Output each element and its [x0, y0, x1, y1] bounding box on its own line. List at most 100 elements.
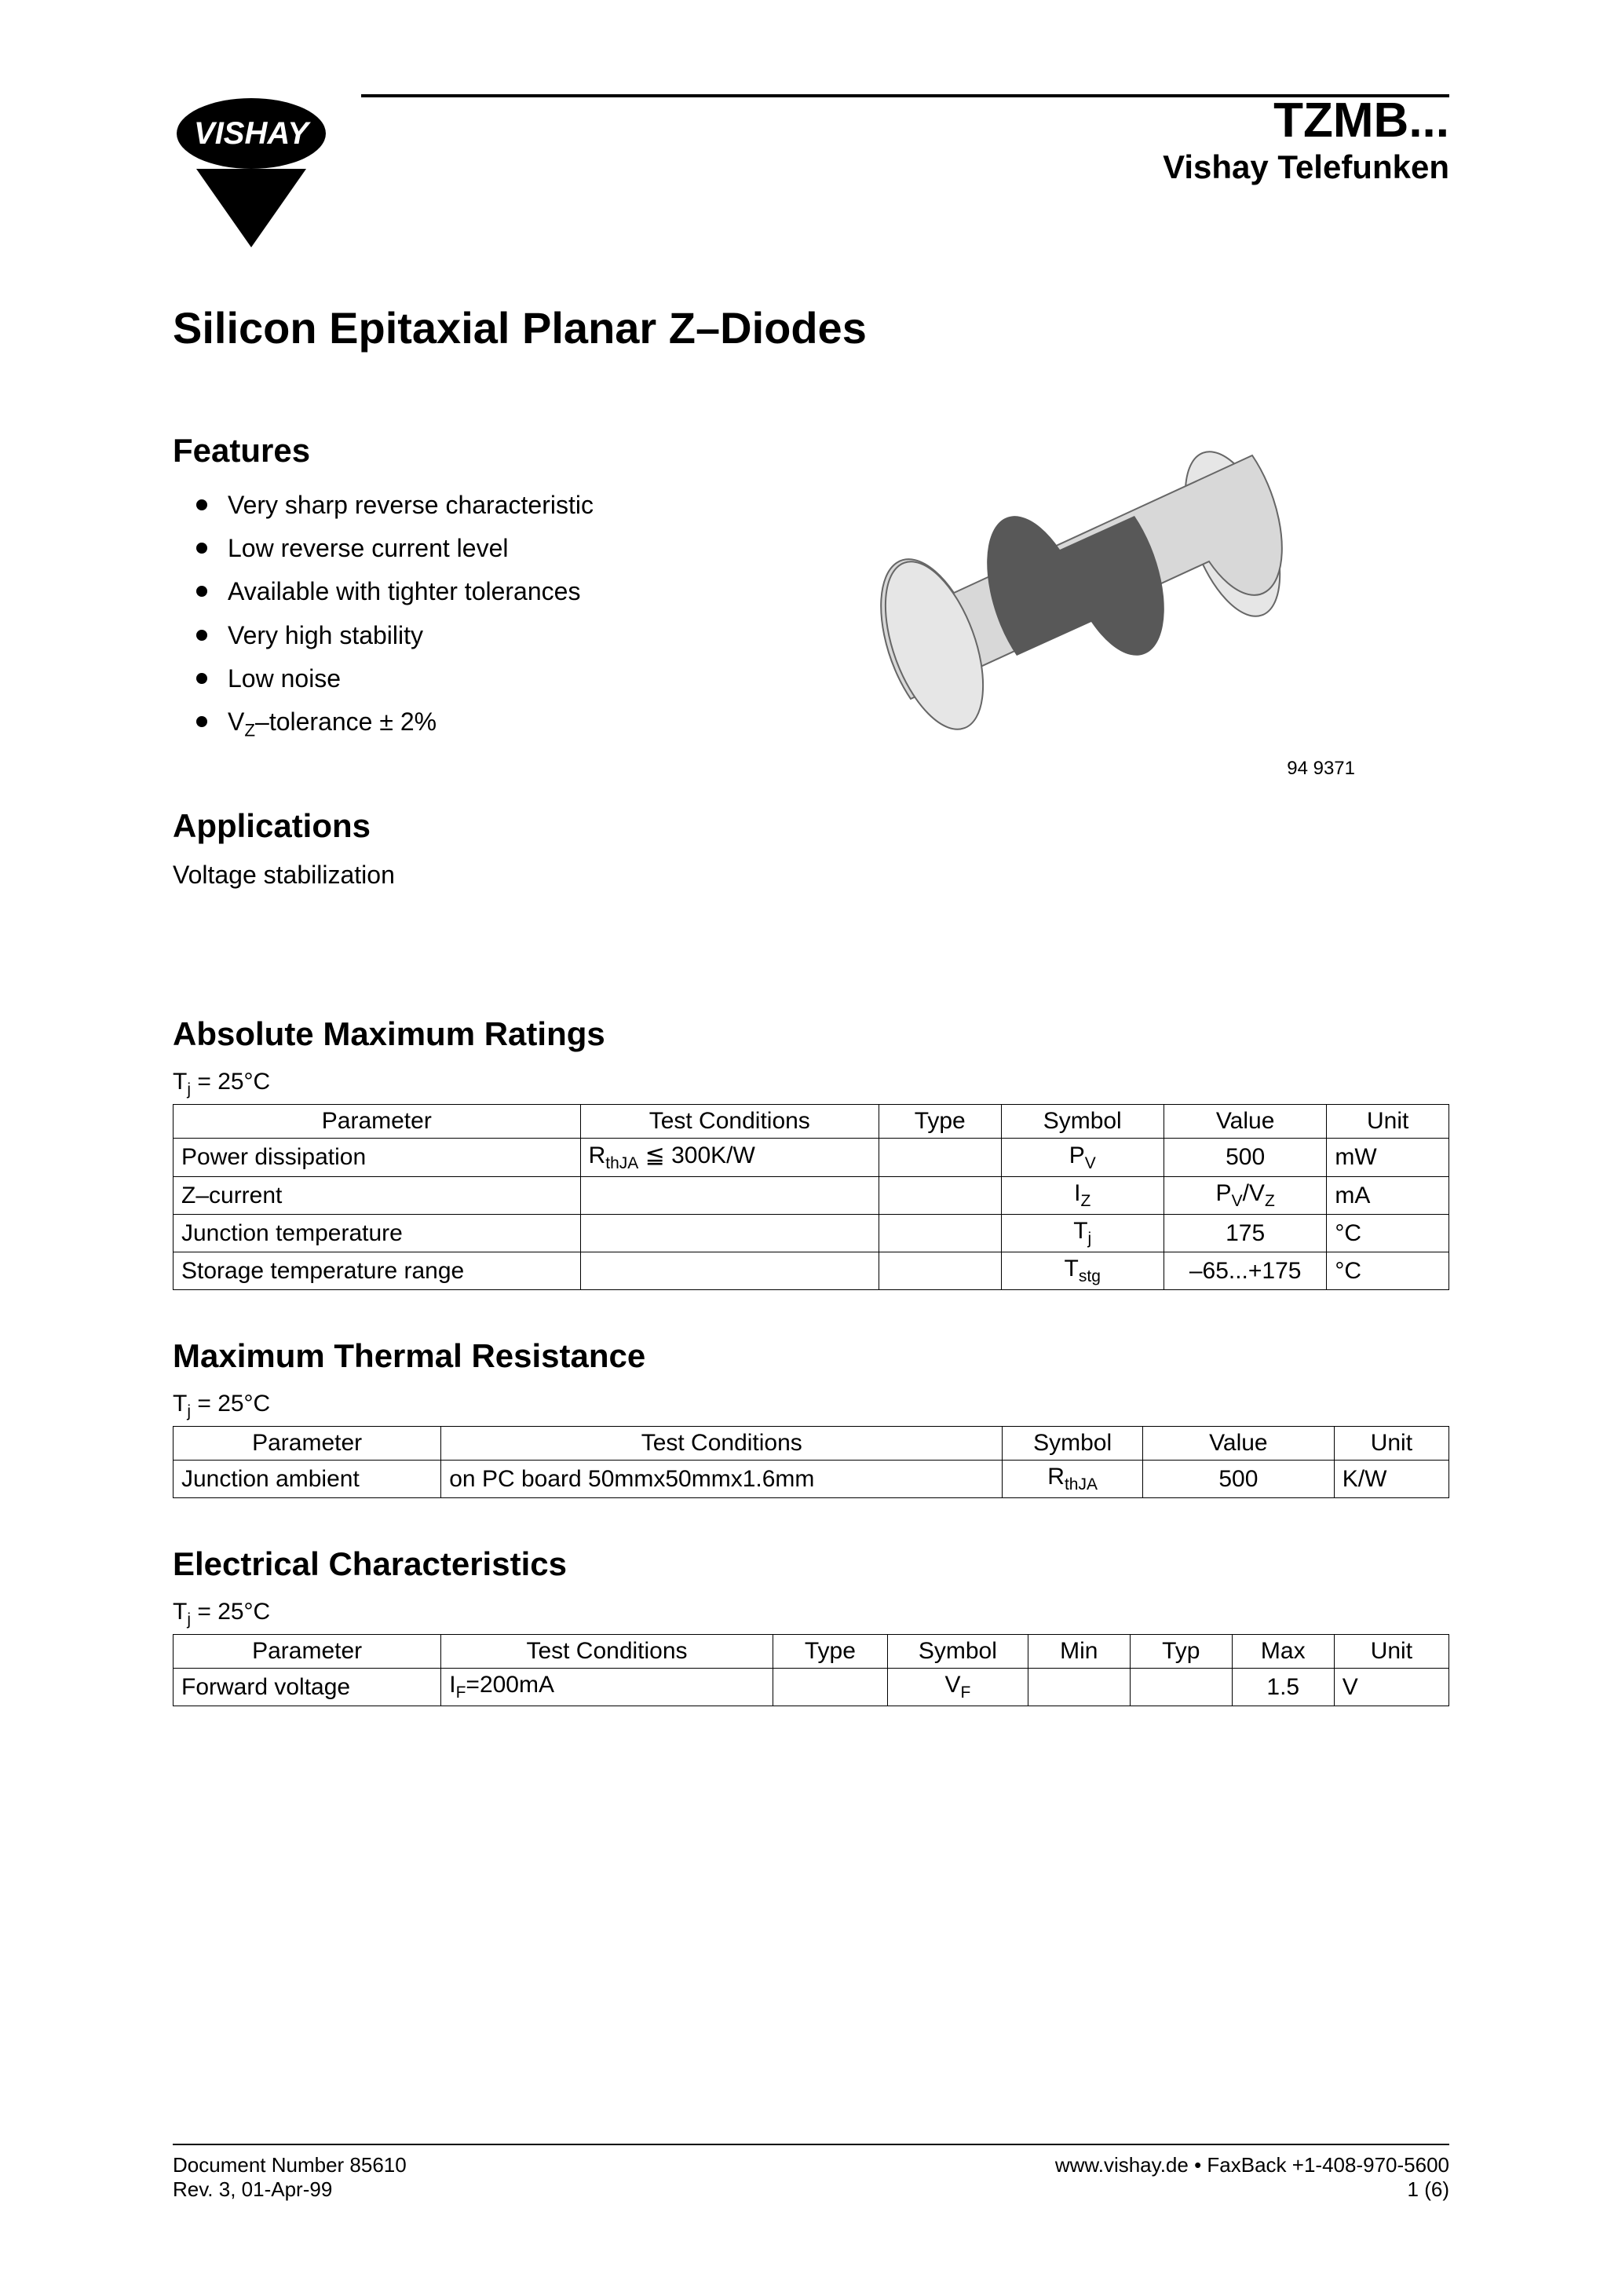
table-cell: on PC board 50mmx50mmx1.6mm — [441, 1461, 1003, 1498]
table-header: Parameter — [174, 1105, 581, 1139]
features-heading: Features — [173, 432, 785, 470]
electrical-heading: Electrical Characteristics — [173, 1545, 1449, 1583]
table-header: Type — [773, 1635, 887, 1669]
table-cell: PV — [1001, 1139, 1164, 1177]
table-cell: Power dissipation — [174, 1139, 581, 1177]
table-cell — [879, 1139, 1001, 1177]
applications-heading: Applications — [173, 807, 785, 845]
table-cell: IF=200mA — [441, 1669, 773, 1706]
table-header: Unit — [1327, 1105, 1449, 1139]
table-header: Test Conditions — [441, 1427, 1003, 1461]
table-header: Parameter — [174, 1427, 441, 1461]
table-cell: RthJA — [1003, 1461, 1143, 1498]
table-cell: Z–current — [174, 1177, 581, 1215]
applications-section: Applications Voltage stabilization — [173, 807, 785, 890]
table-cell: °C — [1327, 1215, 1449, 1252]
table-header: Test Conditions — [441, 1635, 773, 1669]
header-title-block: TZMB... Vishay Telefunken — [361, 94, 1449, 186]
table-cell — [580, 1177, 879, 1215]
electrical-table: ParameterTest ConditionsTypeSymbolMinTyp… — [173, 1634, 1449, 1706]
features-row: Features Very sharp reverse characterist… — [173, 432, 1449, 984]
table-header: Unit — [1334, 1427, 1448, 1461]
table-header: Min — [1028, 1635, 1130, 1669]
table-cell: Junction temperature — [174, 1215, 581, 1252]
component-diode-image — [816, 432, 1319, 746]
table-header: Typ — [1130, 1635, 1232, 1669]
image-caption: 94 9371 — [816, 758, 1355, 780]
table-row: Power dissipationRthJA ≦ 300K/W PV500mW — [174, 1139, 1449, 1177]
electrical-condition: Tj = 25°C — [173, 1599, 1449, 1629]
table-cell: RthJA ≦ 300K/W — [580, 1139, 879, 1177]
electrical-section: Electrical Characteristics Tj = 25°C Par… — [173, 1545, 1449, 1706]
table-cell — [879, 1215, 1001, 1252]
feature-item: Available with tighter tolerances — [204, 572, 785, 612]
thermal-section: Maximum Thermal Resistance Tj = 25°C Par… — [173, 1337, 1449, 1498]
table-header: Parameter — [174, 1635, 441, 1669]
table-cell: 500 — [1143, 1461, 1335, 1498]
table-cell — [1130, 1669, 1232, 1706]
table-cell: 175 — [1164, 1215, 1326, 1252]
table-row: Z–current IZPV/VZmA — [174, 1177, 1449, 1215]
thermal-table: ParameterTest ConditionsSymbolValueUnitJ… — [173, 1426, 1449, 1498]
table-cell: Tstg — [1001, 1252, 1164, 1290]
table-cell — [580, 1252, 879, 1290]
footer-left: Document Number 85610 Rev. 3, 01-Apr-99 — [173, 2153, 407, 2202]
table-row: Storage temperature range Tstg–65...+175°… — [174, 1252, 1449, 1290]
abs-max-heading: Absolute Maximum Ratings — [173, 1015, 1449, 1053]
brand-name: Vishay Telefunken — [361, 148, 1449, 186]
table-header: Symbol — [1003, 1427, 1143, 1461]
table-cell: mW — [1327, 1139, 1449, 1177]
table-header: Symbol — [1001, 1105, 1164, 1139]
abs-max-section: Absolute Maximum Ratings Tj = 25°C Param… — [173, 1015, 1449, 1290]
footer-right: www.vishay.de • FaxBack +1-408-970-5600 … — [1055, 2153, 1449, 2202]
table-header: Symbol — [888, 1635, 1028, 1669]
table-cell — [580, 1215, 879, 1252]
vishay-logo: VISHAY — [173, 94, 330, 255]
table-cell — [773, 1669, 887, 1706]
table-cell: V — [1334, 1669, 1448, 1706]
table-cell: PV/VZ — [1164, 1177, 1326, 1215]
table-cell: mA — [1327, 1177, 1449, 1215]
table-row: Junction ambienton PC board 50mmx50mmx1.… — [174, 1461, 1449, 1498]
table-row: Forward voltageIF=200mA VF 1.5V — [174, 1669, 1449, 1706]
feature-item: Very high stability — [204, 616, 785, 656]
table-cell: °C — [1327, 1252, 1449, 1290]
table-header: Value — [1143, 1427, 1335, 1461]
table-cell: –65...+175 — [1164, 1252, 1326, 1290]
table-cell: Junction ambient — [174, 1461, 441, 1498]
table-cell: 500 — [1164, 1139, 1326, 1177]
table-cell: Storage temperature range — [174, 1252, 581, 1290]
page-footer: Document Number 85610 Rev. 3, 01-Apr-99 … — [173, 2144, 1449, 2202]
website: www.vishay.de • FaxBack +1-408-970-5600 — [1055, 2153, 1449, 2177]
table-header: Value — [1164, 1105, 1326, 1139]
table-header: Max — [1232, 1635, 1334, 1669]
table-cell: 1.5 — [1232, 1669, 1334, 1706]
component-image-block: 94 9371 — [816, 432, 1449, 984]
table-cell: Forward voltage — [174, 1669, 441, 1706]
document-title: Silicon Epitaxial Planar Z–Diodes — [173, 302, 1449, 353]
feature-item: Very sharp reverse characteristic — [204, 485, 785, 525]
table-cell: VF — [888, 1669, 1028, 1706]
table-cell: IZ — [1001, 1177, 1164, 1215]
table-header: Unit — [1334, 1635, 1448, 1669]
features-list: Very sharp reverse characteristicLow rev… — [173, 485, 785, 744]
feature-item: Low reverse current level — [204, 528, 785, 569]
table-row: Junction temperatureTj175°C — [174, 1215, 1449, 1252]
page-number: 1 (6) — [1055, 2177, 1449, 2202]
table-cell — [879, 1252, 1001, 1290]
revision: Rev. 3, 01-Apr-99 — [173, 2177, 407, 2202]
logo-text: VISHAY — [194, 116, 311, 151]
table-header: Type — [879, 1105, 1001, 1139]
features-section: Features Very sharp reverse characterist… — [173, 432, 785, 984]
applications-text: Voltage stabilization — [173, 861, 785, 890]
doc-number: Document Number 85610 — [173, 2153, 407, 2177]
abs-max-table: ParameterTest ConditionsTypeSymbolValueU… — [173, 1104, 1449, 1290]
datasheet-page: VISHAY TZMB... Vishay Telefunken Silicon… — [0, 0, 1622, 2296]
page-header: VISHAY TZMB... Vishay Telefunken — [173, 94, 1449, 255]
abs-max-condition: Tj = 25°C — [173, 1069, 1449, 1099]
table-cell: K/W — [1334, 1461, 1448, 1498]
table-cell — [879, 1177, 1001, 1215]
feature-item: VZ–tolerance ± 2% — [204, 702, 785, 744]
part-number: TZMB... — [361, 93, 1449, 148]
table-cell — [1028, 1669, 1130, 1706]
